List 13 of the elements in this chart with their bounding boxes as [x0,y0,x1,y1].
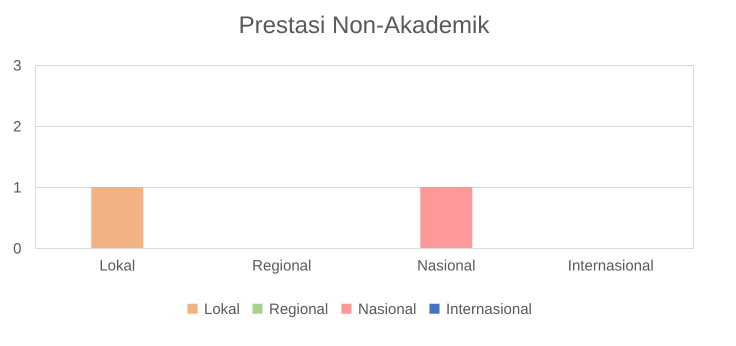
y-tick-label: 2 [13,118,22,136]
x-tick-label: Nasional [417,258,476,274]
legend-label: Regional [269,300,328,318]
x-tick-label: Lokal [99,258,136,274]
x-tick-label: Internasional [568,258,654,274]
y-tick-label: 3 [13,58,22,74]
y-tick-label: 1 [13,180,22,196]
legend-label: Nasional [358,300,416,318]
chart-title: Prestasi Non-Akademik [238,12,490,39]
legend-label: Internasional [446,300,532,318]
legend-label: Lokal [204,300,240,318]
y-tick-label: 0 [13,240,22,258]
x-tick-label: Regional [252,258,312,274]
